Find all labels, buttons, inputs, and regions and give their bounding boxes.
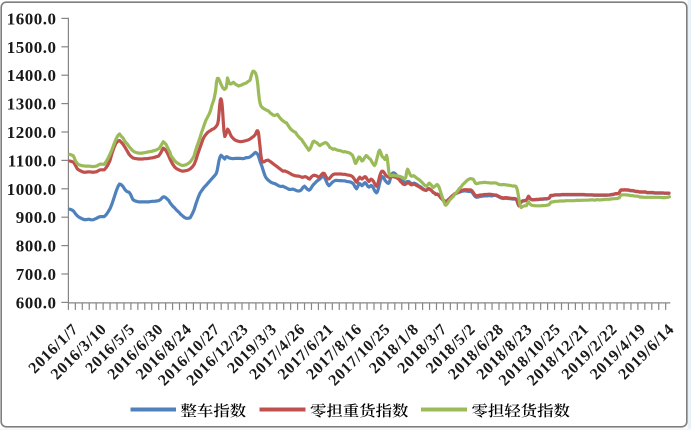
svg-text:1100.0: 1100.0: [8, 151, 57, 170]
svg-text:700.0: 700.0: [16, 265, 57, 284]
svg-text:1300.0: 1300.0: [7, 95, 57, 114]
svg-text:600.0: 600.0: [16, 293, 57, 312]
svg-text:1400.0: 1400.0: [7, 66, 57, 85]
svg-text:800.0: 800.0: [16, 237, 57, 256]
svg-text:1200.0: 1200.0: [7, 123, 57, 142]
svg-text:900.0: 900.0: [16, 208, 57, 227]
svg-text:1500.0: 1500.0: [7, 38, 57, 57]
svg-text:1600.0: 1600.0: [7, 9, 57, 28]
svg-text:1000.0: 1000.0: [7, 180, 57, 199]
